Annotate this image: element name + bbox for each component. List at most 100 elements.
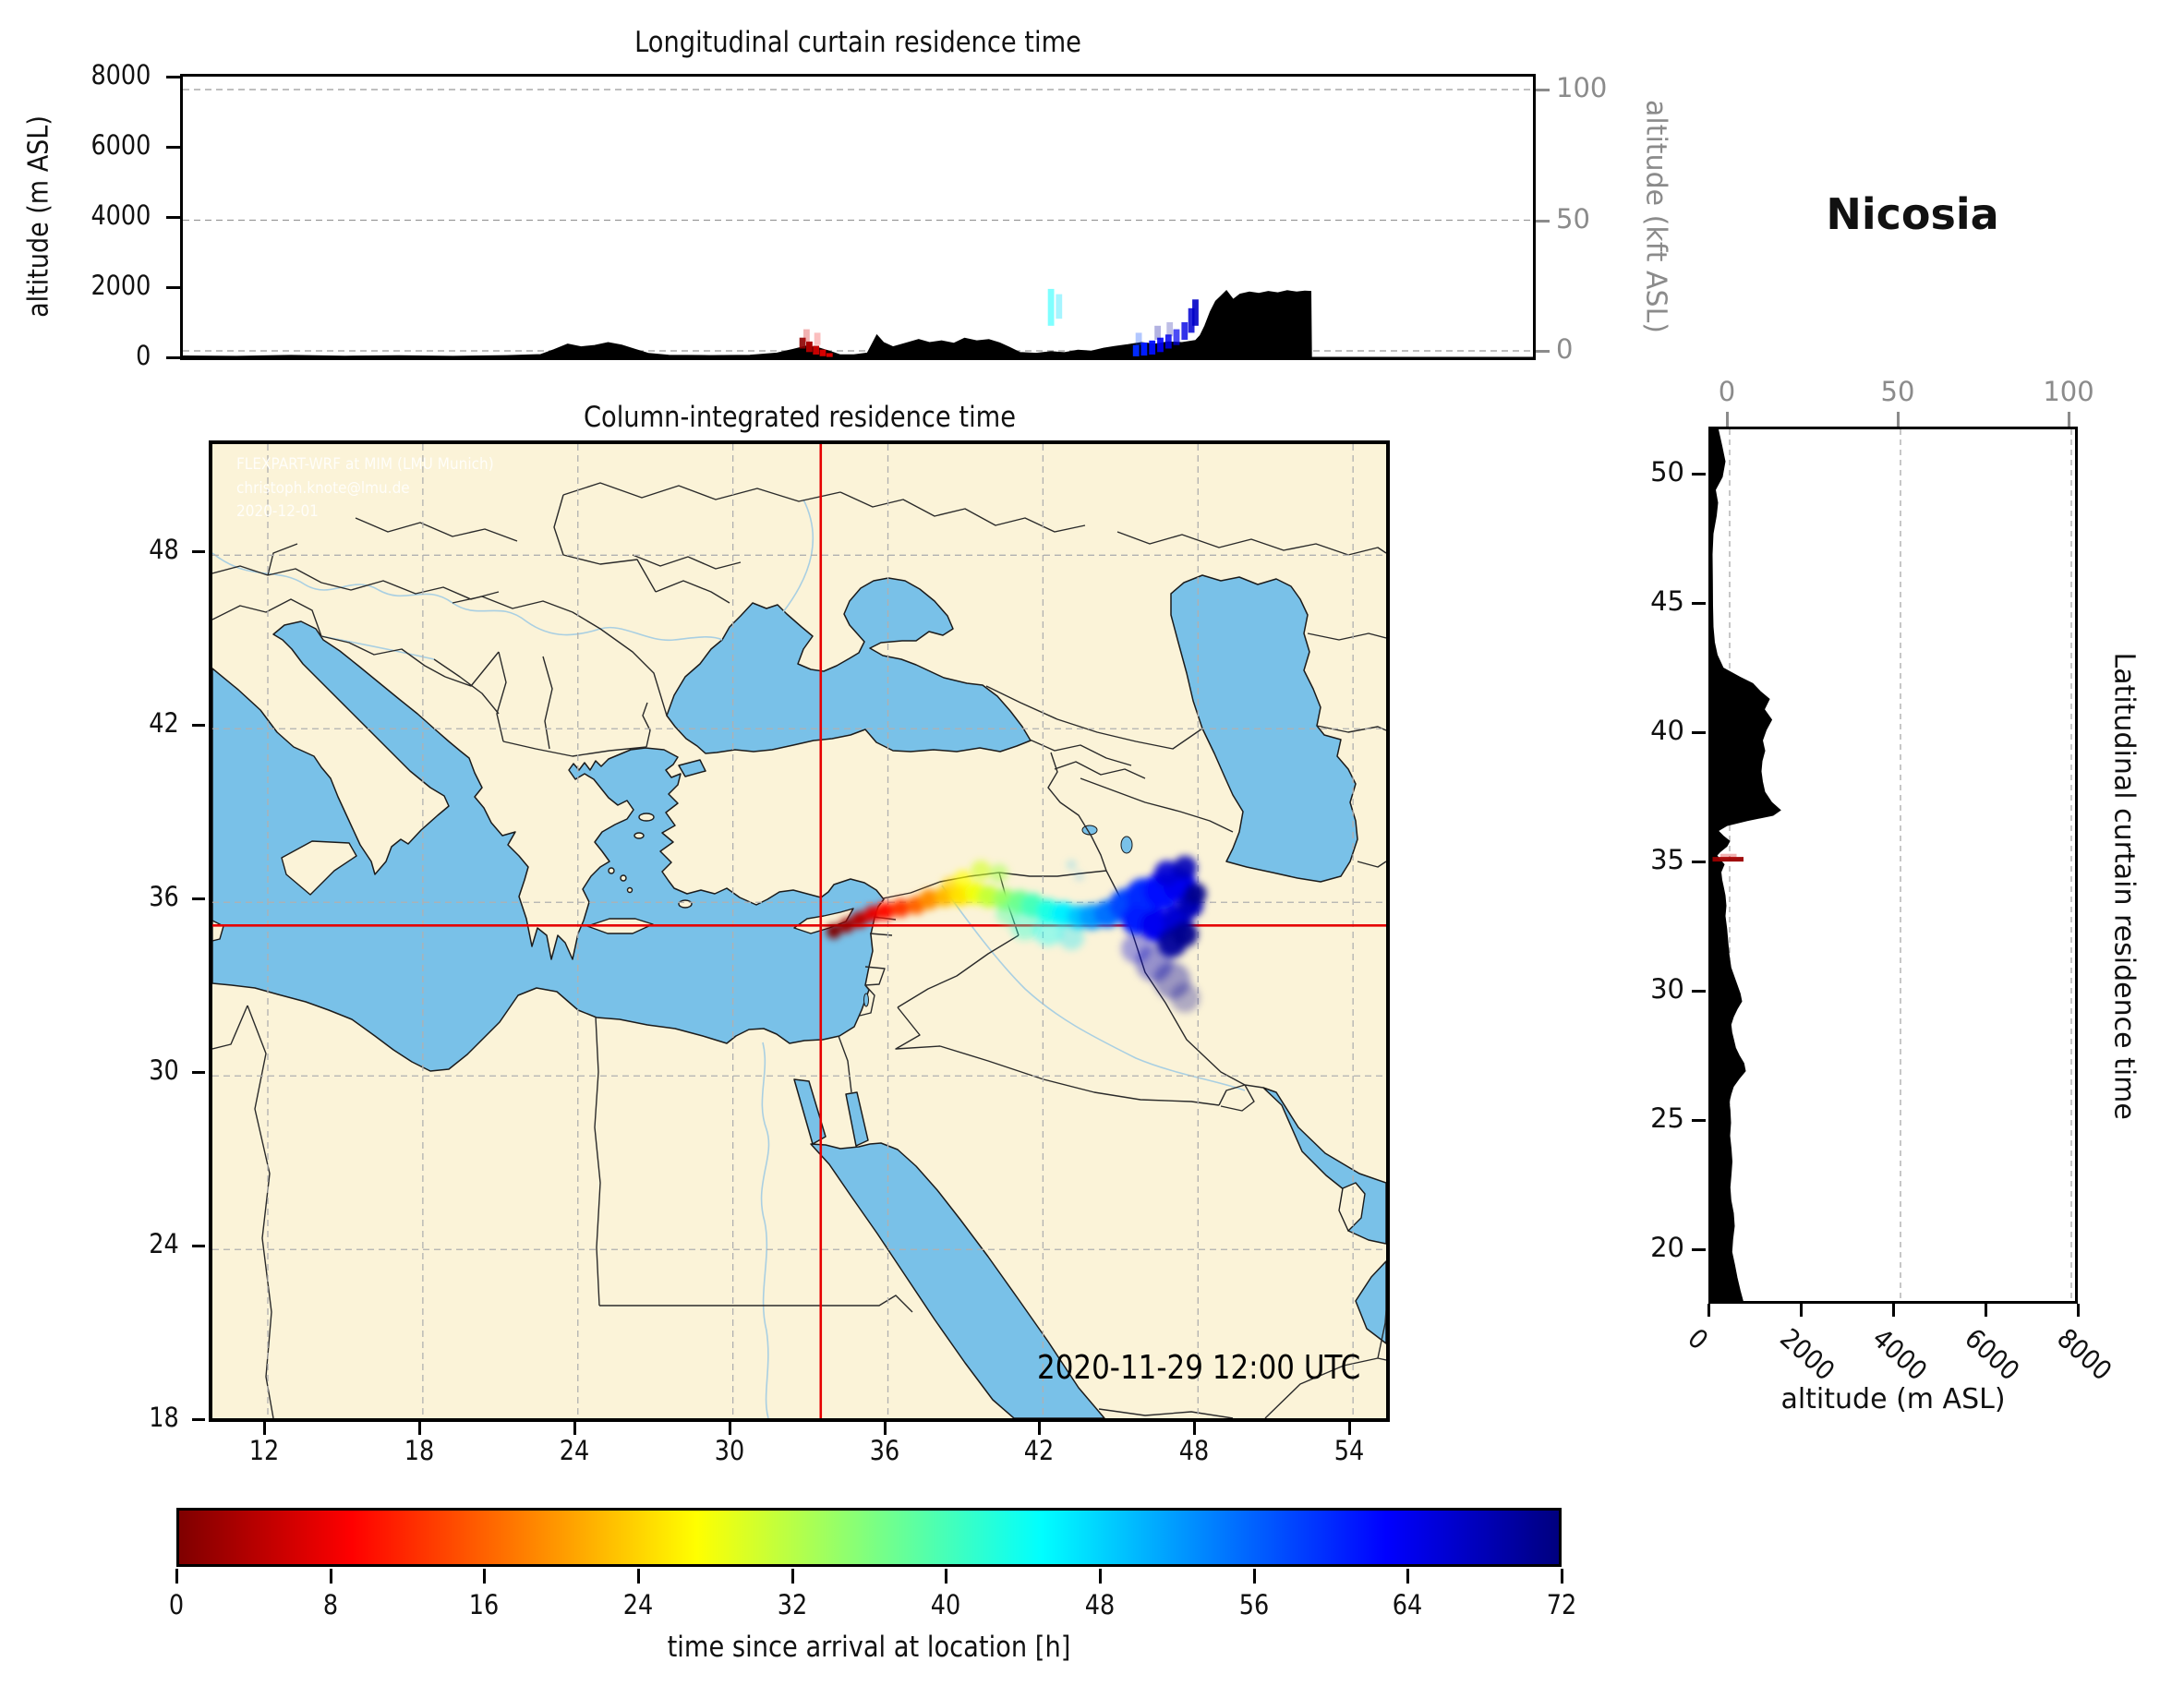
map-panel: FLEXPART-WRF at MIM (LMU Munich) christo… [209,440,1390,1422]
ytick-left: 4000 [90,199,151,231]
map-ytick: 42 [149,707,179,740]
tick-mark [192,1245,205,1248]
tick-mark [417,1422,421,1435]
tick-mark [166,146,180,149]
sea-black [666,577,1032,754]
map-xtick: 24 [559,1435,589,1466]
right-xtick-bottom: 0 [1682,1322,1715,1356]
tick-mark [1692,1118,1706,1122]
tick-mark [192,724,205,728]
colorbar-tick: 16 [469,1589,500,1620]
colorbar [176,1508,1562,1567]
map-ytick: 24 [149,1228,179,1260]
right-xtick-bottom: 6000 [1959,1322,2026,1387]
lake-urmia [1120,836,1133,854]
tick-mark [1692,990,1706,994]
tick-mark [1348,1422,1352,1435]
tick-mark [573,1422,576,1435]
station-title: Nicosia [1826,189,1999,239]
right-ytick: 45 [1650,585,1684,618]
colorbar-tick: 64 [1393,1589,1423,1620]
tick-mark [883,1422,887,1435]
colorbar-tick: 8 [322,1589,338,1620]
tick-mark [175,1569,178,1584]
ytick-right: 100 [1556,72,1608,103]
longitudinal-curtain-plot [183,89,1533,357]
tick-mark [1985,1304,1987,1317]
tick-mark [192,897,205,901]
tick-mark [192,1418,205,1422]
tick-mark [1726,412,1729,427]
top-left-axis-label: altitude (m ASL) [22,115,55,318]
map-ytick: 36 [149,881,179,913]
top-right-axis-label: altitude (kft ASL) [1639,99,1672,334]
map-xtick: 48 [1179,1435,1210,1466]
island-cyclades-1 [620,874,627,882]
tick-mark [1406,1569,1410,1584]
lake-dead-sea [863,993,869,1007]
right-ytick: 20 [1650,1231,1684,1263]
island-sicily [281,840,357,896]
island-cyclades-2 [608,867,615,874]
island-rhodes [678,899,693,909]
latitudinal-curtain-plot [1711,429,2072,1301]
tick-mark [1707,1304,1710,1317]
tick-mark [1252,1569,1256,1584]
tick-mark [637,1569,640,1584]
tick-mark [1692,473,1706,476]
tick-mark [192,550,205,554]
map-geography [212,444,1386,1418]
right-ytick: 40 [1650,715,1684,747]
right-ytick: 35 [1650,844,1684,876]
peninsula-qatar [1338,1182,1366,1232]
residence-time-plume [826,855,1207,1013]
tick-mark [1536,89,1550,91]
colorbar-tick: 0 [168,1589,185,1620]
tick-mark [945,1569,948,1584]
right-panel-ylabel: Latitudinal curtain residence time [2107,652,2141,1120]
map-ytick: 30 [149,1054,179,1087]
colorbar-tick: 48 [1084,1589,1116,1620]
tick-mark [166,286,180,289]
tick-mark [1692,861,1706,864]
ytick-left: 0 [136,340,151,371]
ytick-right: 0 [1556,333,1574,365]
map-ytick: 48 [149,534,179,566]
colorbar-tick: 72 [1546,1589,1577,1620]
right-xtick-bottom: 4000 [1866,1322,1934,1387]
ytick-right: 50 [1556,202,1590,235]
sea-marmara [678,759,706,777]
right-xtick-top: 0 [1718,376,1736,407]
tick-mark [263,1422,266,1435]
ytick-left: 8000 [90,59,151,90]
sea-gulf-of-oman [1355,1260,1386,1344]
sea-mediterranean [212,620,885,1072]
right-ytick: 30 [1650,973,1684,1006]
map-xtick: 18 [404,1435,435,1466]
tick-mark [483,1569,487,1584]
colorbar-tick: 56 [1238,1589,1269,1620]
island-lesbos [638,813,655,822]
country-borders [212,482,1386,1418]
map-xtick: 36 [869,1435,899,1466]
sea-gulf-of-suez [793,1078,827,1145]
tick-mark [166,216,180,219]
tick-mark [2077,1304,2080,1317]
tick-mark [1038,1422,1042,1435]
colorbar-tick: 24 [622,1589,654,1620]
map-xtick: 54 [1333,1435,1365,1466]
right-ytick: 25 [1650,1102,1684,1134]
tick-mark [2068,412,2070,427]
tick-mark [1892,1304,1895,1317]
ytick-left: 6000 [90,129,151,161]
tick-mark [790,1569,794,1584]
watermark-line2: christoph.knote@lmu.de [236,478,410,498]
island-cyprus [793,908,854,934]
watermark: FLEXPART-WRF at MIM (LMU Munich) christo… [236,453,494,524]
map-datetime: 2020-11-29 12:00 UTC [1036,1349,1360,1387]
right-xtick-top: 100 [2043,376,2094,407]
tick-mark [1099,1569,1102,1584]
watermark-line1: FLEXPART-WRF at MIM (LMU Munich) [236,455,494,474]
colorbar-label: time since arrival at location [h] [667,1631,1071,1664]
